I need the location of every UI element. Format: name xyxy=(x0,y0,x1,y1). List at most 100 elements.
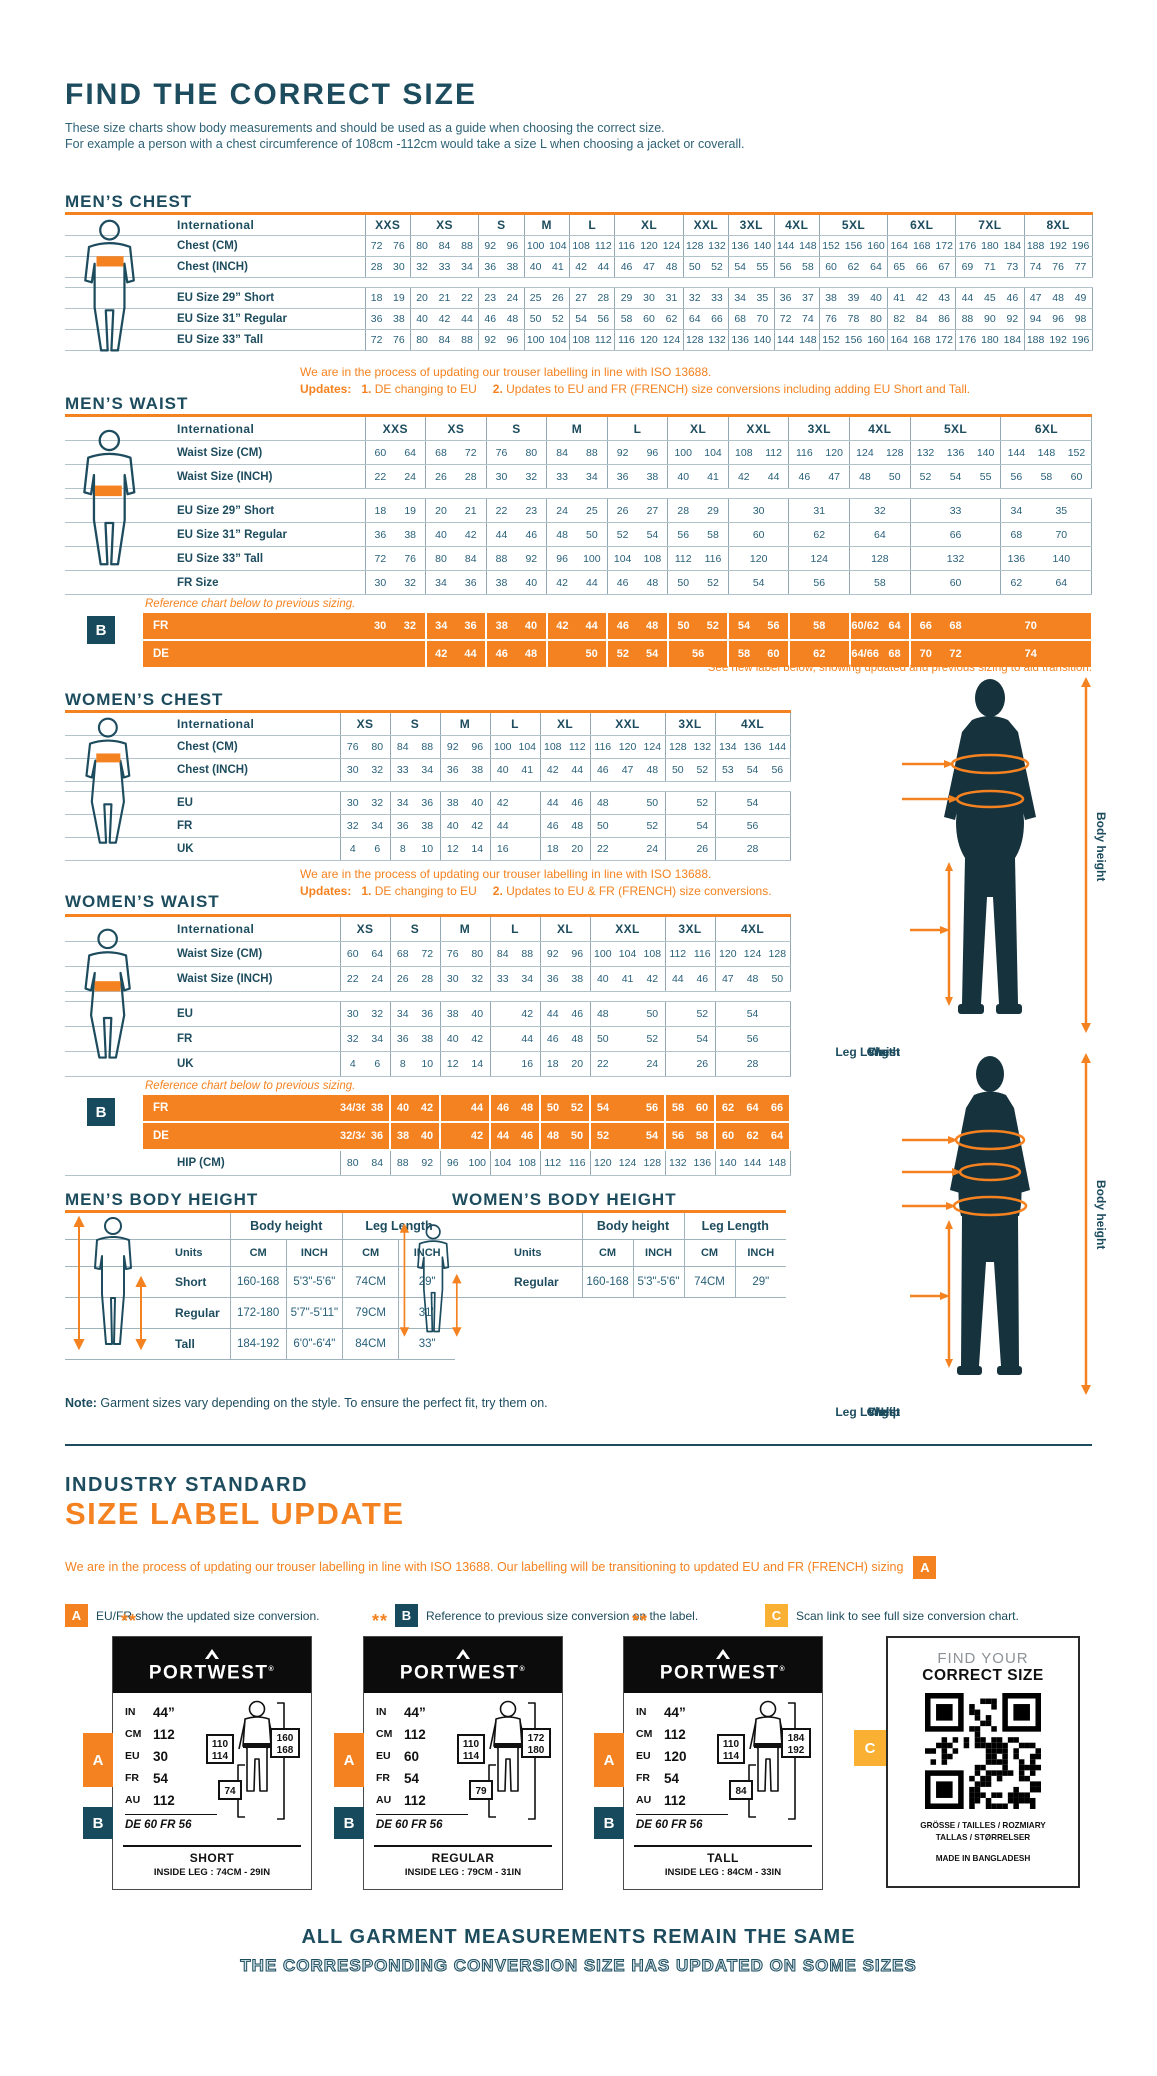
size-column-header: XXL xyxy=(728,415,790,441)
table-row: Reference chart below to previous sizing… xyxy=(145,598,356,610)
woman-leg-length-label: Leg Length xyxy=(835,1405,900,1419)
svg-text:160: 160 xyxy=(277,1733,294,1744)
industry-standard-title: INDUSTRY STANDARD xyxy=(65,1474,308,1496)
size-label-update-title: SIZE LABEL UPDATE xyxy=(65,1496,405,1531)
industry-paragraph: We are in the process of updating our tr… xyxy=(65,1556,1157,1579)
row-label: EU Size 33” Tall xyxy=(65,546,366,571)
table-row: Waist Size (CM) 60 64 68 72 76 80 84 88 92 96 100 10… xyxy=(65,941,791,967)
legend-item-c: C Scan link to see full size conversion … xyxy=(765,1604,1019,1627)
size-column-header: 5XL xyxy=(819,213,889,236)
size-column-header: S xyxy=(486,415,548,441)
footer-line-1: ALL GARMENT MEASUREMENTS REMAIN THE SAME xyxy=(301,1926,856,1948)
row-label: Waist Size (CM) xyxy=(65,941,341,967)
body-height-table: Body height Leg Length Units CM INCH CM INCH Re… xyxy=(452,1210,787,1298)
size-column-header: XL xyxy=(667,415,729,441)
size-label-card: ** A B PORTWEST® IN 44” CM 112 EU 30 FR 54 AU 112 DE 6… xyxy=(83,1611,312,1890)
update-items: Updates: 1. DE changing to EU 2. Updates … xyxy=(300,382,971,396)
label-de-fr: DE 60 FR 56 xyxy=(636,1814,728,1831)
table-row xyxy=(65,488,1092,499)
size-column-header: 4XL xyxy=(774,213,820,236)
size-table: International XS S M L XL XXL 3XL 4XL Waist Size … xyxy=(65,914,792,1176)
label-measure-row: IN 44” xyxy=(376,1704,426,1720)
label-variant: SHORT xyxy=(189,1851,235,1865)
badge-b: B xyxy=(87,616,115,644)
table-row: UK 4 6 8 10 12 14 16 18 20 22 24 26 28 xyxy=(65,1051,791,1077)
garment-note: Note: Garment sizes vary depending on th… xyxy=(65,1396,548,1410)
womens-waist-table: B International XS S M L XL XXL 3XL 4XL Waist Siz… xyxy=(65,914,792,1176)
size-column-header: M xyxy=(440,915,491,942)
man-waist-label: Waist xyxy=(868,1045,900,1059)
row-label: Waist Size (INCH) xyxy=(65,464,366,489)
table-header-row: International XS S M L XL XXL 3XL 4XL xyxy=(65,915,791,942)
female-waist-figure-icon xyxy=(84,928,131,1059)
badge-a: A xyxy=(594,1733,624,1787)
label-de-fr: DE 60 FR 56 xyxy=(125,1814,217,1831)
card-divider xyxy=(123,1845,301,1847)
size-column-header: 3XL xyxy=(665,915,716,942)
label-measure-row: EU 120 xyxy=(636,1748,687,1764)
man-body-height-label: Body height xyxy=(1094,812,1108,882)
size-column-header: 3XL xyxy=(665,711,716,736)
row-label: EU xyxy=(65,791,341,815)
legend-item-a: A EU/FR show the updated size conversion… xyxy=(65,1604,319,1627)
badge-c: C xyxy=(765,1604,788,1627)
size-column-header: 7XL xyxy=(955,213,1025,236)
row-label: EU Size 31” Regular xyxy=(65,308,366,330)
table-row: Chest (CM) 72 76 80 84 88 92 96 100 104 108 112 116 1… xyxy=(65,235,1093,257)
label-measurements: IN 44” CM 112 EU 60 FR 54 AU 112 DE 60 FR 56 xyxy=(376,1701,468,1831)
row-label: Chest (CM) xyxy=(65,235,366,257)
table-row: DE 32/34 36 38 40 42 44 46 48 50 52 54 56 58 60 62 64 xyxy=(65,1122,792,1151)
badge-b: B xyxy=(395,1604,418,1627)
table-row xyxy=(65,277,1093,288)
label-measure-row: AU 112 xyxy=(636,1792,686,1808)
table-header-row: International XXS XS S M L XL XXL 3XL 4XL 5XL 6XL 7X… xyxy=(65,213,1093,236)
size-column-header: XXS xyxy=(365,213,411,236)
mens-body-height-title: MEN’S BODY HEIGHT xyxy=(65,1190,259,1209)
size-column-header: XL xyxy=(614,213,684,236)
label-measure-row: IN 44” xyxy=(125,1704,175,1720)
size-column-header: 4XL xyxy=(715,915,791,942)
male-chest-figure-icon xyxy=(84,219,135,352)
table-row: EU 30 32 34 36 38 40 42 44 46 48 50 52 54 xyxy=(65,1001,791,1027)
table-row: HIP (CM) 80 84 88 92 96 100 104 108 112 116 120 124 1… xyxy=(65,1150,791,1176)
size-column-header: XXL xyxy=(683,213,730,236)
industry-paragraph-text: We are in the process of updating our tr… xyxy=(65,1559,904,1574)
stars: ** xyxy=(121,1611,138,1631)
update-items: Updates: 1. DE changing to EU 2. Updates … xyxy=(300,884,772,898)
table-row: EU 30 32 34 36 38 40 42 44 46 48 50 52 54 xyxy=(65,791,791,815)
womens-chest-table: International XS S M L XL XXL 3XL 4XL Chest (CM) 7… xyxy=(65,710,791,861)
badge-a: A xyxy=(334,1733,364,1787)
table-row: FR 32 34 36 38 40 42 44 46 48 50 52 54 56 xyxy=(65,814,791,838)
table-row xyxy=(65,991,791,1002)
man-leg-length-label: Leg Length xyxy=(835,1045,900,1059)
stars: ** xyxy=(372,1611,389,1631)
portwest-logo: PORTWEST® xyxy=(364,1637,562,1693)
size-column-header: M xyxy=(440,711,491,736)
card-divider xyxy=(374,1845,552,1847)
table-row: Waist Size (CM) 60 64 68 72 76 80 84 88 92 96 100 10… xyxy=(65,440,1093,465)
size-column-header: L xyxy=(569,213,616,236)
svg-text:79: 79 xyxy=(475,1786,487,1797)
label-measure-row: IN 44” xyxy=(636,1704,686,1720)
size-column-header: L xyxy=(490,711,541,736)
label-variant: TALL xyxy=(707,1851,739,1865)
row-label: UK xyxy=(65,1051,341,1077)
label-inside-leg: INSIDE LEG : 84CM - 33IN xyxy=(664,1867,782,1878)
intro-line-2: For example a person with a chest circum… xyxy=(65,137,745,151)
badge-c: C xyxy=(854,1730,886,1766)
transition-footnote: **See new label below, showing updated a… xyxy=(698,662,1092,674)
svg-text:74: 74 xyxy=(224,1786,236,1797)
badge-b: B xyxy=(594,1807,624,1839)
svg-text:114: 114 xyxy=(463,1751,480,1762)
qr-find-text: FIND YOUR xyxy=(937,1650,1029,1667)
size-column-header: 4XL xyxy=(849,415,911,441)
row-label: Chest (INCH) xyxy=(65,256,366,278)
row-label: EU Size 31” Regular xyxy=(65,522,366,547)
table-row: FR 34/36 38 40 42 44 46 48 50 52 54 56 58 60 62 64 66 xyxy=(65,1095,792,1123)
size-column-header: XL xyxy=(540,711,591,736)
size-table: International XS S M L XL XXL 3XL 4XL Chest (CM) 7… xyxy=(65,710,791,861)
row-label: International xyxy=(65,415,366,441)
table-row: EU Size 33” Tall 72 76 80 84 88 92 96 100 104 108 1… xyxy=(65,546,1093,571)
